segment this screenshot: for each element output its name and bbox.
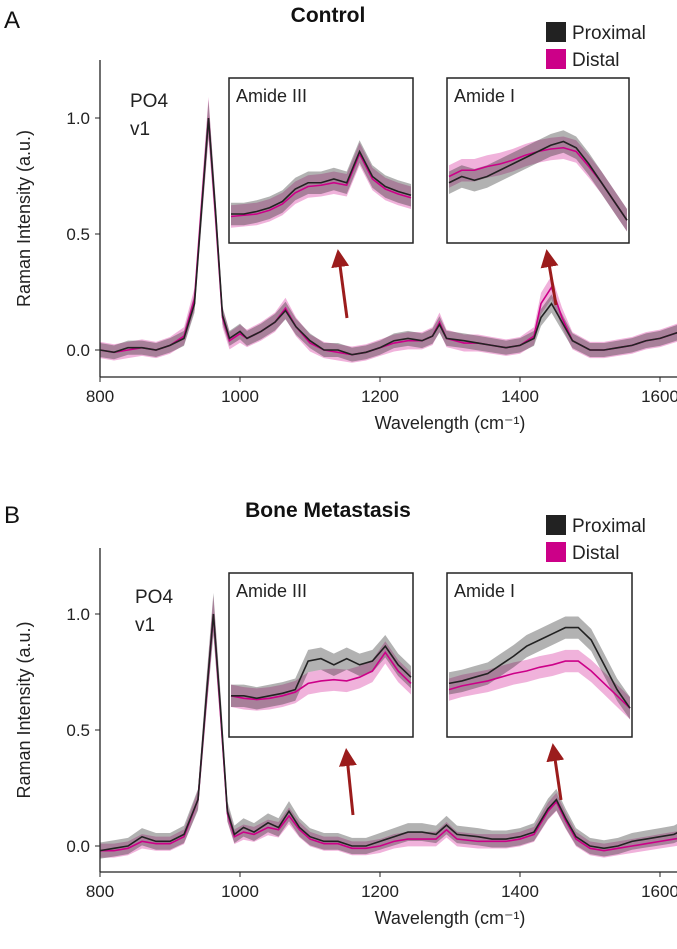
inset-title: Amide I bbox=[454, 86, 515, 106]
pointer-arrow bbox=[331, 249, 350, 319]
inset-box bbox=[446, 572, 633, 738]
inset-band-distal bbox=[449, 136, 627, 232]
inset-amide-iii: Amide III bbox=[228, 572, 414, 738]
inset-line-distal bbox=[230, 152, 412, 218]
x-tick-label: 1600 bbox=[641, 882, 677, 901]
x-tick-label: 800 bbox=[86, 387, 114, 406]
inset-band-distal bbox=[231, 641, 411, 711]
inset-box bbox=[228, 572, 414, 738]
x-tick-label: 1400 bbox=[501, 387, 539, 406]
legend-swatch-proximal bbox=[546, 515, 566, 535]
inset-band-proximal bbox=[231, 635, 411, 710]
v1-annotation: v1 bbox=[130, 119, 150, 140]
pointer-arrow bbox=[338, 748, 357, 816]
y-tick-label: 0.0 bbox=[66, 341, 90, 360]
legend-label-distal: Distal bbox=[572, 50, 620, 71]
legend-label-distal: Distal bbox=[572, 543, 620, 564]
x-tick-label: 1400 bbox=[501, 882, 539, 901]
inset-title: Amide III bbox=[236, 86, 307, 106]
inset-line-proximal bbox=[448, 626, 631, 709]
chart-title: Control bbox=[291, 4, 366, 27]
inset-amide-i: Amide I bbox=[446, 572, 633, 738]
pointer-arrow bbox=[546, 743, 565, 801]
po4-annotation: PO4 bbox=[130, 91, 168, 112]
line-proximal bbox=[99, 613, 677, 852]
x-axis-label: Wavelength (cm⁻¹) bbox=[375, 413, 526, 433]
line-proximal bbox=[99, 117, 677, 356]
y-axis-label: Raman Intensity (a.u.) bbox=[14, 621, 34, 798]
inset-title: Amide III bbox=[236, 581, 307, 601]
inset-line-distal bbox=[230, 650, 412, 701]
x-tick-label: 800 bbox=[86, 882, 114, 901]
inset-line-proximal bbox=[231, 149, 412, 215]
y-tick-label: 0.5 bbox=[66, 721, 90, 740]
inset-line-proximal bbox=[231, 644, 412, 700]
panel-label: B bbox=[4, 502, 20, 529]
x-axis-label: Wavelength (cm⁻¹) bbox=[375, 908, 526, 928]
inset-line-distal bbox=[448, 660, 631, 709]
y-axis-label: Raman Intensity (a.u.) bbox=[14, 130, 34, 307]
x-tick-label: 1200 bbox=[361, 387, 399, 406]
chart-title: Bone Metastasis bbox=[245, 499, 411, 522]
panel-label: A bbox=[4, 7, 20, 34]
y-tick-label: 1.0 bbox=[66, 109, 90, 128]
inset-line-proximal bbox=[448, 140, 628, 221]
v1-annotation: v1 bbox=[135, 615, 155, 636]
x-tick-label: 1200 bbox=[361, 882, 399, 901]
x-tick-label: 1000 bbox=[221, 882, 259, 901]
inset-band-proximal bbox=[449, 616, 630, 720]
panel-a: AControl800100012001400160018000.00.51.0… bbox=[4, 4, 677, 433]
legend-swatch-distal bbox=[546, 542, 566, 562]
inset-title: Amide I bbox=[454, 581, 515, 601]
y-tick-label: 0.0 bbox=[66, 837, 90, 856]
legend-label-proximal: Proximal bbox=[572, 23, 646, 44]
inset-box bbox=[446, 77, 630, 244]
inset-amide-iii: Amide III bbox=[228, 77, 414, 244]
y-tick-label: 0.5 bbox=[66, 225, 90, 244]
x-tick-label: 1000 bbox=[221, 387, 259, 406]
inset-band-distal bbox=[449, 649, 630, 720]
y-tick-label: 1.0 bbox=[66, 605, 90, 624]
legend-swatch-distal bbox=[546, 49, 566, 69]
po4-annotation: PO4 bbox=[135, 587, 173, 608]
inset-amide-i: Amide I bbox=[446, 77, 630, 244]
legend-swatch-proximal bbox=[546, 22, 566, 42]
inset-box bbox=[228, 77, 414, 244]
pointer-arrow bbox=[540, 249, 559, 306]
legend-label-proximal: Proximal bbox=[572, 516, 646, 537]
x-tick-label: 1600 bbox=[641, 387, 677, 406]
